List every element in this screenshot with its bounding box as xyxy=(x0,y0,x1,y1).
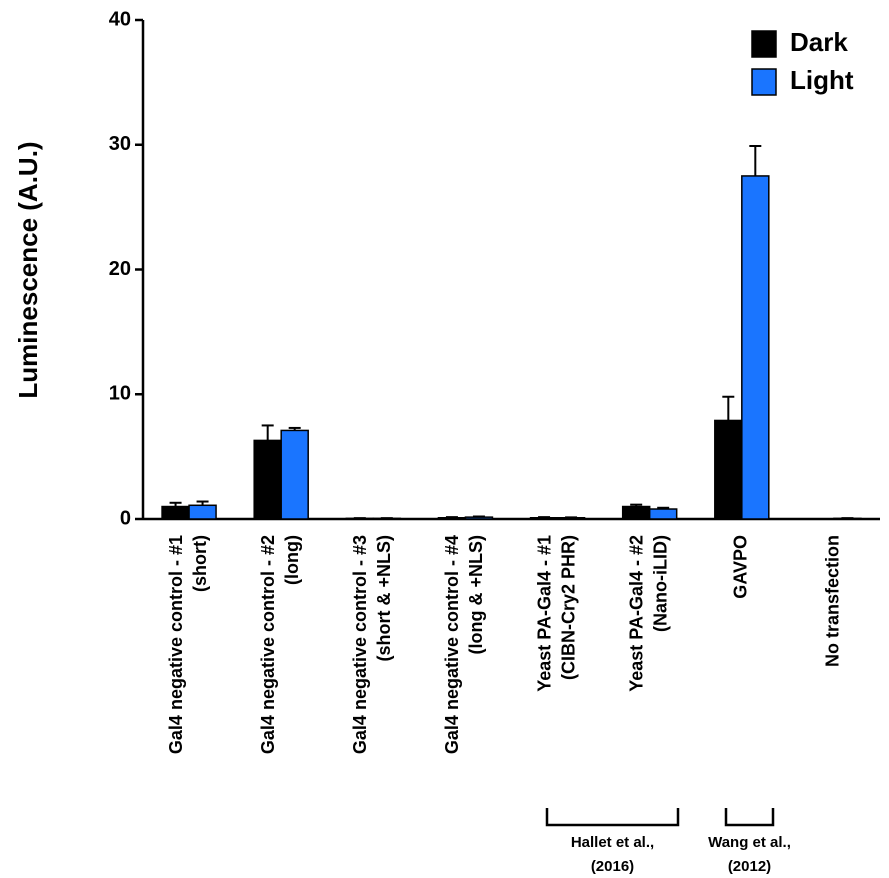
y-tick-label: 10 xyxy=(109,383,131,405)
bar xyxy=(161,505,190,520)
bar xyxy=(188,504,217,520)
x-tick-label: (Nano-iLID) xyxy=(650,535,670,632)
error-bar xyxy=(261,424,274,441)
bar xyxy=(714,419,743,520)
error-bar xyxy=(472,515,485,518)
y-tick-label: 40 xyxy=(109,8,131,30)
x-tick-label: GAVPO xyxy=(731,535,751,599)
bar xyxy=(621,505,651,520)
y-tick-label: 0 xyxy=(120,507,131,529)
bracket xyxy=(545,808,680,827)
legend-swatch xyxy=(751,30,777,58)
x-tick-label: Gal4 negative control - #2 xyxy=(258,535,278,754)
bracket xyxy=(724,808,775,827)
error-bar xyxy=(630,503,643,507)
x-tick-label: Gal4 negative control - #1 xyxy=(166,535,186,754)
y-tick-label: 30 xyxy=(109,133,131,155)
x-tick-label: (CIBN-Cry2 PHR) xyxy=(558,535,578,680)
error-bar xyxy=(169,501,182,507)
x-tick-label: (short & +NLS) xyxy=(374,535,394,662)
x-tick-label: Yeast PA-Gal4 - #1 xyxy=(534,535,554,692)
x-tick-label: (short) xyxy=(190,535,210,592)
error-bar xyxy=(722,395,735,421)
bar xyxy=(280,429,309,520)
x-tick-label: No transfection xyxy=(823,535,843,667)
x-tick-label: (long) xyxy=(282,535,302,585)
y-axis-label: Luminescence (A.U.) xyxy=(13,141,43,398)
annotation: Wang et al., xyxy=(708,834,791,851)
error-bar xyxy=(445,516,458,519)
annotation: (2016) xyxy=(591,858,634,875)
bar xyxy=(741,175,770,520)
error-bar xyxy=(749,144,762,176)
y-tick-label: 20 xyxy=(109,258,131,280)
legend-label: Dark xyxy=(790,27,848,57)
x-tick-label: (long & +NLS) xyxy=(466,535,486,655)
x-tick-label: Yeast PA-Gal4 - #2 xyxy=(626,535,646,692)
annotation: Hallet et al., xyxy=(571,834,654,851)
bar xyxy=(253,439,282,520)
error-bar xyxy=(657,506,670,510)
x-tick-label: Gal4 negative control - #4 xyxy=(442,535,462,754)
error-bar xyxy=(538,516,551,519)
x-tick-label: Gal4 negative control - #3 xyxy=(350,535,370,754)
bar xyxy=(648,508,678,520)
annotation: (2012) xyxy=(728,858,771,875)
error-bar xyxy=(288,426,301,431)
legend-label: Light xyxy=(790,65,854,95)
legend-swatch xyxy=(751,68,777,96)
error-bar xyxy=(196,500,209,506)
